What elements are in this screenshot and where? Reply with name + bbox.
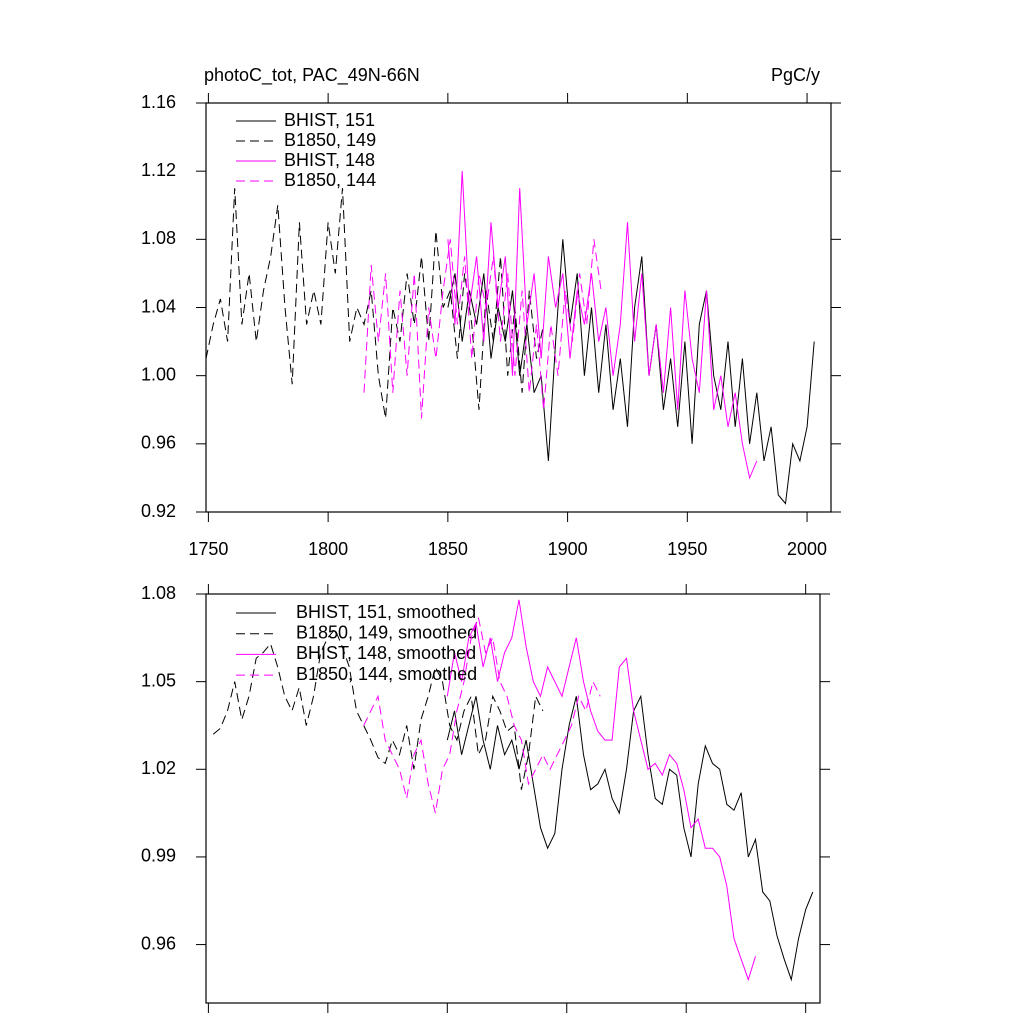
series-line [363, 615, 601, 814]
y-tick-label: 1.08 [141, 583, 176, 603]
y-tick-label: 0.96 [141, 933, 176, 953]
y-tick-label: 1.00 [141, 364, 176, 384]
series-line [446, 694, 814, 982]
y-tick-label: 1.08 [141, 228, 176, 248]
legend-label: BHIST, 148, smoothed [296, 643, 476, 663]
y-tick-label: 0.99 [141, 846, 176, 866]
y-tick-label: 1.02 [141, 758, 176, 778]
x-tick-label: 1900 [548, 539, 588, 559]
series-line [212, 628, 544, 790]
legend-label: BHIST, 148 [284, 150, 375, 170]
y-tick-label: 1.12 [141, 160, 176, 180]
legend-label: B1850, 149 [284, 130, 376, 150]
units-label: PgC/y [771, 65, 820, 85]
plot-frame [205, 593, 821, 1004]
x-tick-label: 1950 [667, 539, 707, 559]
legend-label: BHIST, 151, smoothed [296, 602, 476, 622]
legend-label: B1850, 149, smoothed [296, 622, 477, 642]
chart-title: photoC_tot, PAC_49N-66N [204, 65, 420, 86]
y-tick-label: 1.04 [141, 296, 176, 316]
x-tick-label: 1750 [188, 539, 228, 559]
y-tick-label: 1.16 [141, 92, 176, 112]
y-tick-label: 0.92 [141, 501, 176, 521]
legend-label: B1850, 144, smoothed [296, 664, 477, 684]
series-line [447, 171, 758, 480]
y-tick-label: 1.05 [141, 670, 176, 690]
series-line [205, 188, 545, 419]
x-tick-label: 1800 [308, 539, 348, 559]
series-line [363, 239, 602, 419]
series-line [446, 599, 756, 982]
y-tick-label: 0.96 [141, 433, 176, 453]
legend-label: BHIST, 151 [284, 110, 375, 130]
legend-label: B1850, 144 [284, 170, 376, 190]
x-tick-label: 1850 [428, 539, 468, 559]
x-tick-label: 2000 [787, 539, 827, 559]
